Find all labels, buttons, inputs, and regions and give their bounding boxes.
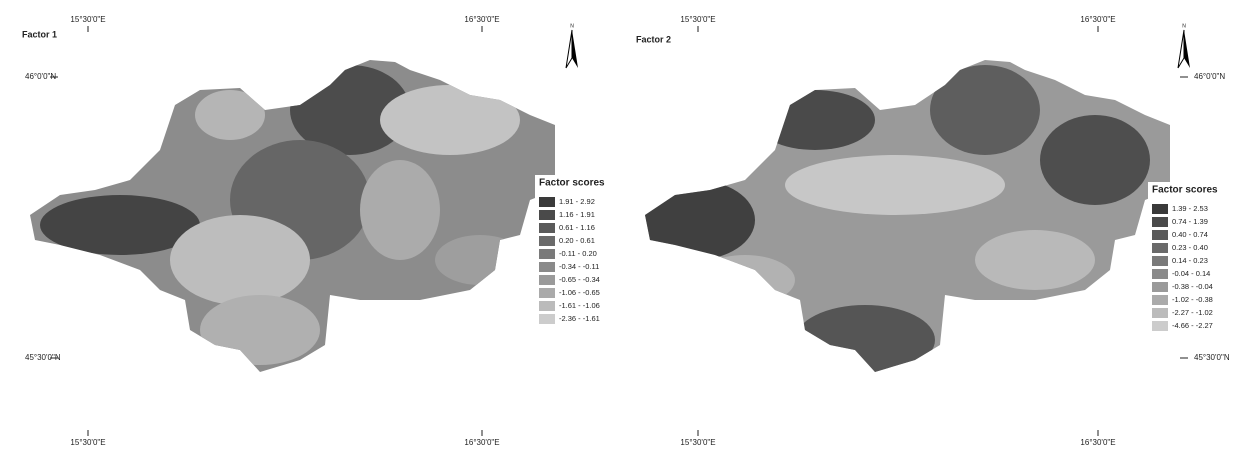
legend-swatch: [539, 275, 555, 285]
legend-swatch: [539, 314, 555, 324]
legend-swatch: [539, 236, 555, 246]
latitude-label: 46°0'0"N: [1194, 72, 1225, 81]
legend-swatch: [539, 223, 555, 233]
panel-title: Factor 1: [22, 29, 57, 39]
legend-title: Factor scores: [539, 178, 605, 189]
legend-label: 1.39 - 2.53: [1172, 204, 1208, 213]
legend-title: Factor scores: [1152, 185, 1218, 196]
legend-label: -0.11 - 0.20: [559, 249, 597, 258]
legend-label: -0.34 - -0.11: [559, 262, 599, 271]
legend-swatch: [1152, 308, 1168, 318]
legend-swatch: [539, 288, 555, 298]
longitude-label: 16°30'0"E: [464, 438, 499, 447]
north-arrow: [572, 30, 578, 68]
legend-swatch: [1152, 256, 1168, 266]
north-label: N: [570, 23, 574, 29]
legend-label: -2.36 - -1.61: [559, 314, 600, 323]
legend-swatch: [539, 210, 555, 220]
legend-label: -2.27 - -1.02: [1172, 308, 1213, 317]
legend-swatch: [1152, 282, 1168, 292]
legend-label: 0.74 - 1.39: [1172, 217, 1208, 226]
longitude-label: 15°30'0"E: [70, 15, 105, 24]
figure: Factor 1 15°30'0"E 15°30'0"E 16°30'0"E 16°30…: [0, 0, 1240, 449]
legend-swatch: [539, 249, 555, 259]
legend-swatch: [1152, 217, 1168, 227]
map: [0, 0, 600, 449]
legend-label: 0.23 - 0.40: [1172, 243, 1208, 252]
latitude-label: 45°30'0"N: [1194, 353, 1230, 362]
longitude-label: 16°30'0"E: [1080, 15, 1115, 24]
longitude-label: 15°30'0"E: [680, 15, 715, 24]
north-arrow: [1184, 30, 1190, 68]
north-arrow: [566, 30, 572, 68]
longitude-label: 16°30'0"E: [1080, 438, 1115, 447]
legend-label: 1.16 - 1.91: [559, 210, 595, 219]
legend-swatch: [1152, 243, 1168, 253]
north-label: N: [1182, 23, 1186, 29]
longitude-label: 15°30'0"E: [680, 438, 715, 447]
legend-label: 1.91 - 2.92: [559, 197, 595, 206]
legend-swatch: [539, 301, 555, 311]
legend-label: -1.02 - -0.38: [1172, 295, 1213, 304]
map: [615, 0, 1215, 449]
legend-label: -0.65 - -0.34: [559, 275, 600, 284]
legend-label: -0.38 - -0.04: [1172, 282, 1213, 291]
legend-swatch: [1152, 230, 1168, 240]
legend-swatch: [1152, 269, 1168, 279]
legend-label: 0.14 - 0.23: [1172, 256, 1208, 265]
legend-label: -1.61 - -1.06: [559, 301, 600, 310]
legend-label: -1.06 - -0.65: [559, 288, 600, 297]
legend-label: 0.61 - 1.16: [559, 223, 595, 232]
legend-swatch: [1152, 204, 1168, 214]
legend-label: -4.66 - -2.27: [1172, 321, 1213, 330]
legend-label: 0.40 - 0.74: [1172, 230, 1208, 239]
legend-label: 0.20 - 0.61: [559, 236, 595, 245]
legend-swatch: [1152, 295, 1168, 305]
legend-label: -0.04 - 0.14: [1172, 269, 1210, 278]
longitude-label: 15°30'0"E: [70, 438, 105, 447]
panel-title: Factor 2: [636, 34, 671, 44]
longitude-label: 16°30'0"E: [464, 15, 499, 24]
legend-swatch: [539, 262, 555, 272]
legend-swatch: [1152, 321, 1168, 331]
legend-swatch: [539, 197, 555, 207]
north-arrow: [1178, 30, 1184, 68]
